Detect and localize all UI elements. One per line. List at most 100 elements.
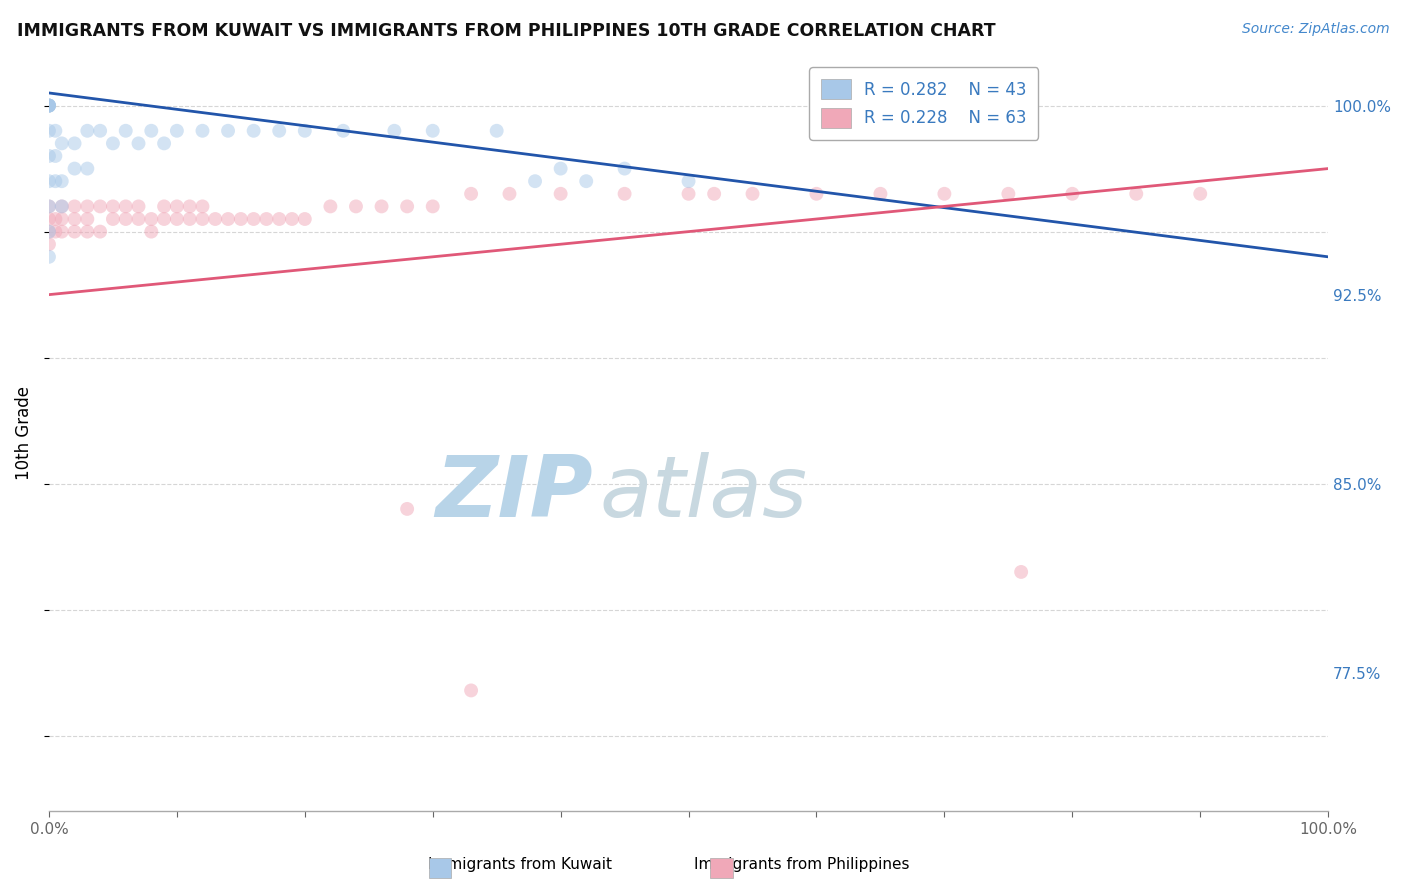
Point (51, 136, 73, 151)
Point (485, 124, 508, 138)
Point (114, 124, 136, 138)
Point (613, 186, 636, 201)
Point (204, 212, 226, 227)
Point (370, 199, 392, 213)
Point (869, 186, 891, 201)
Point (703, 186, 725, 201)
Point (1189, 186, 1212, 201)
Point (1062, 186, 1084, 201)
Point (229, 212, 252, 227)
Point (934, 186, 956, 201)
Point (242, 124, 264, 138)
Point (38, 98, 60, 112)
Point (44, 212, 66, 227)
Point (141, 212, 163, 227)
Point (269, 124, 291, 138)
Point (153, 199, 176, 213)
Point (332, 124, 354, 138)
Point (51, 212, 73, 227)
Point (191, 212, 214, 227)
Point (141, 124, 163, 138)
Point (422, 199, 444, 213)
Point (38, 237, 60, 252)
Point (63, 199, 86, 213)
Point (678, 174, 700, 188)
Point (89, 199, 111, 213)
Point (44, 174, 66, 188)
Point (281, 212, 304, 227)
Point (63, 136, 86, 151)
Point (422, 124, 444, 138)
Point (38, 199, 60, 213)
Point (997, 186, 1019, 201)
Point (217, 124, 239, 138)
Point (396, 502, 419, 516)
Point (460, 186, 482, 201)
Text: atlas: atlas (599, 452, 807, 535)
Point (51, 199, 73, 213)
Point (38, 174, 60, 188)
Point (51, 199, 73, 213)
Point (678, 186, 700, 201)
Point (63, 225, 86, 239)
Point (460, 683, 482, 698)
Point (128, 136, 150, 151)
Point (141, 225, 163, 239)
Point (166, 124, 188, 138)
Point (38, 124, 60, 138)
Point (217, 212, 239, 227)
Point (44, 225, 66, 239)
Point (101, 136, 124, 151)
Point (524, 174, 547, 188)
Point (396, 199, 419, 213)
Point (128, 199, 150, 213)
Point (166, 199, 188, 213)
Text: IMMIGRANTS FROM KUWAIT VS IMMIGRANTS FROM PHILIPPINES 10TH GRADE CORRELATION CHA: IMMIGRANTS FROM KUWAIT VS IMMIGRANTS FRO… (17, 22, 995, 40)
Text: Immigrants from Philippines: Immigrants from Philippines (693, 857, 910, 872)
Point (1125, 186, 1147, 201)
Text: Immigrants from Kuwait: Immigrants from Kuwait (429, 857, 612, 872)
Point (254, 212, 277, 227)
Point (1010, 565, 1032, 579)
Y-axis label: 10th Grade: 10th Grade (15, 386, 32, 480)
Point (575, 174, 598, 188)
Legend: R = 0.282    N = 43, R = 0.228    N = 63: R = 0.282 N = 43, R = 0.228 N = 63 (810, 67, 1039, 139)
Point (38, 98, 60, 112)
Point (38, 98, 60, 112)
Point (179, 199, 201, 213)
Point (550, 161, 572, 176)
Point (294, 124, 316, 138)
Point (242, 212, 264, 227)
Point (89, 225, 111, 239)
Point (38, 98, 60, 112)
Point (101, 212, 124, 227)
Point (382, 124, 405, 138)
Text: Source: ZipAtlas.com: Source: ZipAtlas.com (1241, 22, 1389, 37)
Point (153, 212, 176, 227)
Point (63, 212, 86, 227)
Point (51, 225, 73, 239)
Point (76, 212, 98, 227)
Point (89, 124, 111, 138)
Point (38, 225, 60, 239)
Point (344, 199, 367, 213)
Point (498, 186, 520, 201)
Point (269, 212, 291, 227)
Point (38, 225, 60, 239)
Point (550, 186, 572, 201)
Point (44, 124, 66, 138)
Point (76, 225, 98, 239)
Point (191, 124, 214, 138)
Point (613, 161, 636, 176)
Point (153, 136, 176, 151)
Point (101, 199, 124, 213)
Point (114, 212, 136, 227)
Point (38, 212, 60, 227)
Point (741, 186, 763, 201)
Point (51, 174, 73, 188)
Point (38, 199, 60, 213)
Point (166, 212, 188, 227)
Point (38, 98, 60, 112)
Text: ZIP: ZIP (434, 452, 592, 535)
Point (76, 161, 98, 176)
